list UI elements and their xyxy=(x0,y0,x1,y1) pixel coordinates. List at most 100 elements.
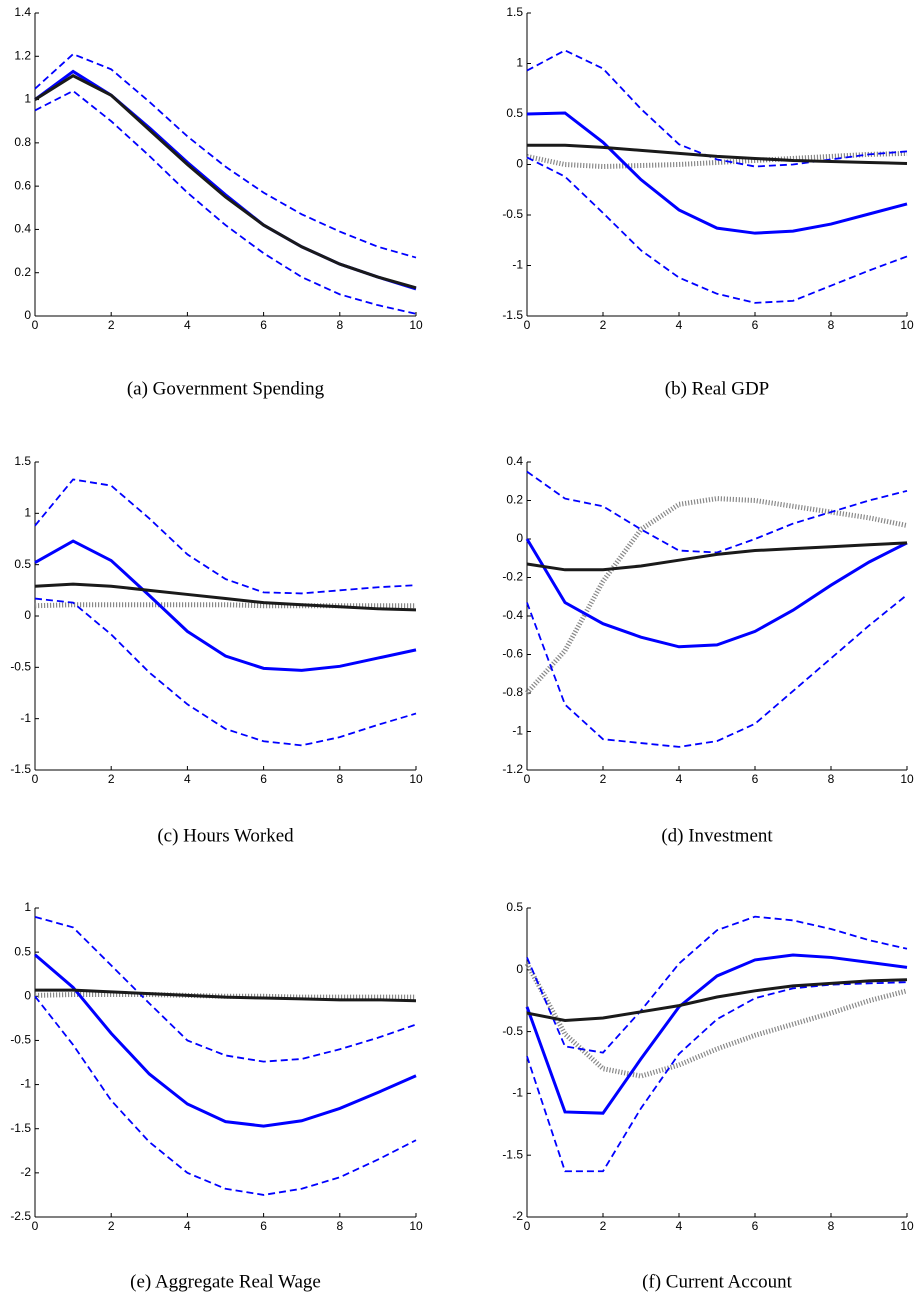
y-tick-label: 1 xyxy=(24,92,31,106)
x-tick-label: 2 xyxy=(108,772,115,786)
panel-caption: (d) Investment xyxy=(661,825,773,846)
series-line xyxy=(524,962,908,1079)
y-tick-label: 0.4 xyxy=(14,222,31,236)
y-tick-label: 0.2 xyxy=(506,493,523,507)
y-tick-label: 1 xyxy=(516,56,523,70)
y-tick-label: 0.5 xyxy=(14,557,31,571)
series-line xyxy=(526,156,908,304)
x-tick-label: 2 xyxy=(600,1219,607,1233)
y-tick-label: -1 xyxy=(20,711,31,725)
x-tick-label: 4 xyxy=(676,772,683,786)
y-tick-label: 0.5 xyxy=(506,106,523,120)
series-line xyxy=(34,69,417,291)
x-tick-label: 0 xyxy=(32,1219,39,1233)
x-tick-label: 6 xyxy=(260,318,267,332)
x-tick-label: 8 xyxy=(828,1219,835,1233)
x-tick-label: 2 xyxy=(108,1219,115,1233)
y-tick-label: -0.5 xyxy=(10,1033,31,1047)
y-tick-label: -2.5 xyxy=(10,1209,31,1223)
y-tick-label: -1.2 xyxy=(502,762,523,776)
series-line xyxy=(527,143,908,165)
y-tick-label: 0 xyxy=(516,962,523,976)
x-tick-label: 4 xyxy=(184,1219,191,1233)
x-tick-label: 6 xyxy=(752,772,759,786)
x-tick-label: 10 xyxy=(409,318,423,332)
series-line xyxy=(526,541,908,572)
series-line xyxy=(525,538,908,649)
y-tick-label: -0.5 xyxy=(502,207,523,221)
y-tick-label: -1 xyxy=(512,1086,523,1100)
y-tick-label: 0.5 xyxy=(506,900,523,914)
x-tick-label: 0 xyxy=(524,1219,531,1233)
y-tick-label: 1.5 xyxy=(506,5,523,19)
y-tick-label: 1.2 xyxy=(14,48,31,62)
y-tick-label: -1.5 xyxy=(502,1147,523,1161)
x-tick-label: 2 xyxy=(600,318,607,332)
y-tick-label: 0 xyxy=(516,531,523,545)
series-line xyxy=(34,74,417,290)
x-tick-label: 8 xyxy=(336,1219,343,1233)
x-tick-label: 8 xyxy=(336,318,343,332)
y-tick-label: 0.5 xyxy=(14,944,31,958)
series-line xyxy=(34,539,417,672)
y-tick-label: -1.5 xyxy=(10,1121,31,1135)
panel-caption: (c) Hours Worked xyxy=(157,825,294,846)
x-tick-label: 4 xyxy=(676,318,683,332)
y-tick-label: -0.8 xyxy=(502,685,523,699)
series-line xyxy=(526,915,908,1054)
series-line xyxy=(34,602,416,609)
series-line xyxy=(34,953,417,1128)
y-tick-label: 1 xyxy=(24,506,31,520)
series-line xyxy=(34,53,417,259)
series-line xyxy=(525,496,908,695)
x-tick-label: 0 xyxy=(524,772,531,786)
x-tick-label: 2 xyxy=(600,772,607,786)
y-tick-label: -1 xyxy=(20,1077,31,1091)
y-tick-label: 0.4 xyxy=(506,454,523,468)
y-tick-label: 1.4 xyxy=(14,5,31,19)
series-line xyxy=(35,988,417,1003)
x-tick-label: 0 xyxy=(32,772,39,786)
panel-caption: (b) Real GDP xyxy=(665,378,769,399)
x-tick-label: 2 xyxy=(108,318,115,332)
panel-caption: (e) Aggregate Real Wage xyxy=(130,1271,321,1292)
y-tick-label: -0.5 xyxy=(10,660,31,674)
x-tick-label: 10 xyxy=(900,318,914,332)
x-tick-label: 0 xyxy=(524,318,531,332)
y-tick-label: 0 xyxy=(24,308,31,322)
panel-caption: (f) Current Account xyxy=(642,1271,793,1292)
y-tick-label: -1 xyxy=(512,258,523,272)
y-tick-label: -1.5 xyxy=(502,308,523,322)
series-line xyxy=(34,995,417,1196)
y-tick-label: -0.4 xyxy=(502,608,523,622)
x-tick-label: 6 xyxy=(260,772,267,786)
x-tick-label: 4 xyxy=(184,772,191,786)
series-line xyxy=(526,49,908,168)
x-tick-label: 6 xyxy=(752,318,759,332)
series-line xyxy=(526,594,908,748)
series-line xyxy=(526,111,908,235)
x-tick-label: 10 xyxy=(900,772,914,786)
y-tick-label: -2 xyxy=(20,1165,31,1179)
series-line xyxy=(526,470,908,554)
y-tick-label: 1 xyxy=(24,900,31,914)
y-tick-label: 1.5 xyxy=(14,454,31,468)
y-tick-label: 0 xyxy=(24,988,31,1002)
x-tick-label: 10 xyxy=(409,1219,423,1233)
series-line xyxy=(525,953,908,1115)
y-tick-label: 0.6 xyxy=(14,178,31,192)
x-tick-label: 10 xyxy=(900,1219,914,1233)
x-tick-label: 0 xyxy=(32,318,39,332)
series-line xyxy=(526,981,908,1173)
series-line xyxy=(526,978,908,1022)
y-tick-label: 0 xyxy=(24,608,31,622)
series-line xyxy=(34,89,417,315)
y-tick-label: 0.2 xyxy=(14,265,31,279)
series-line xyxy=(34,915,417,1063)
y-tick-label: -0.5 xyxy=(502,1024,523,1038)
x-tick-label: 4 xyxy=(184,318,191,332)
x-tick-label: 4 xyxy=(676,1219,683,1233)
y-tick-label: -2 xyxy=(512,1209,523,1223)
